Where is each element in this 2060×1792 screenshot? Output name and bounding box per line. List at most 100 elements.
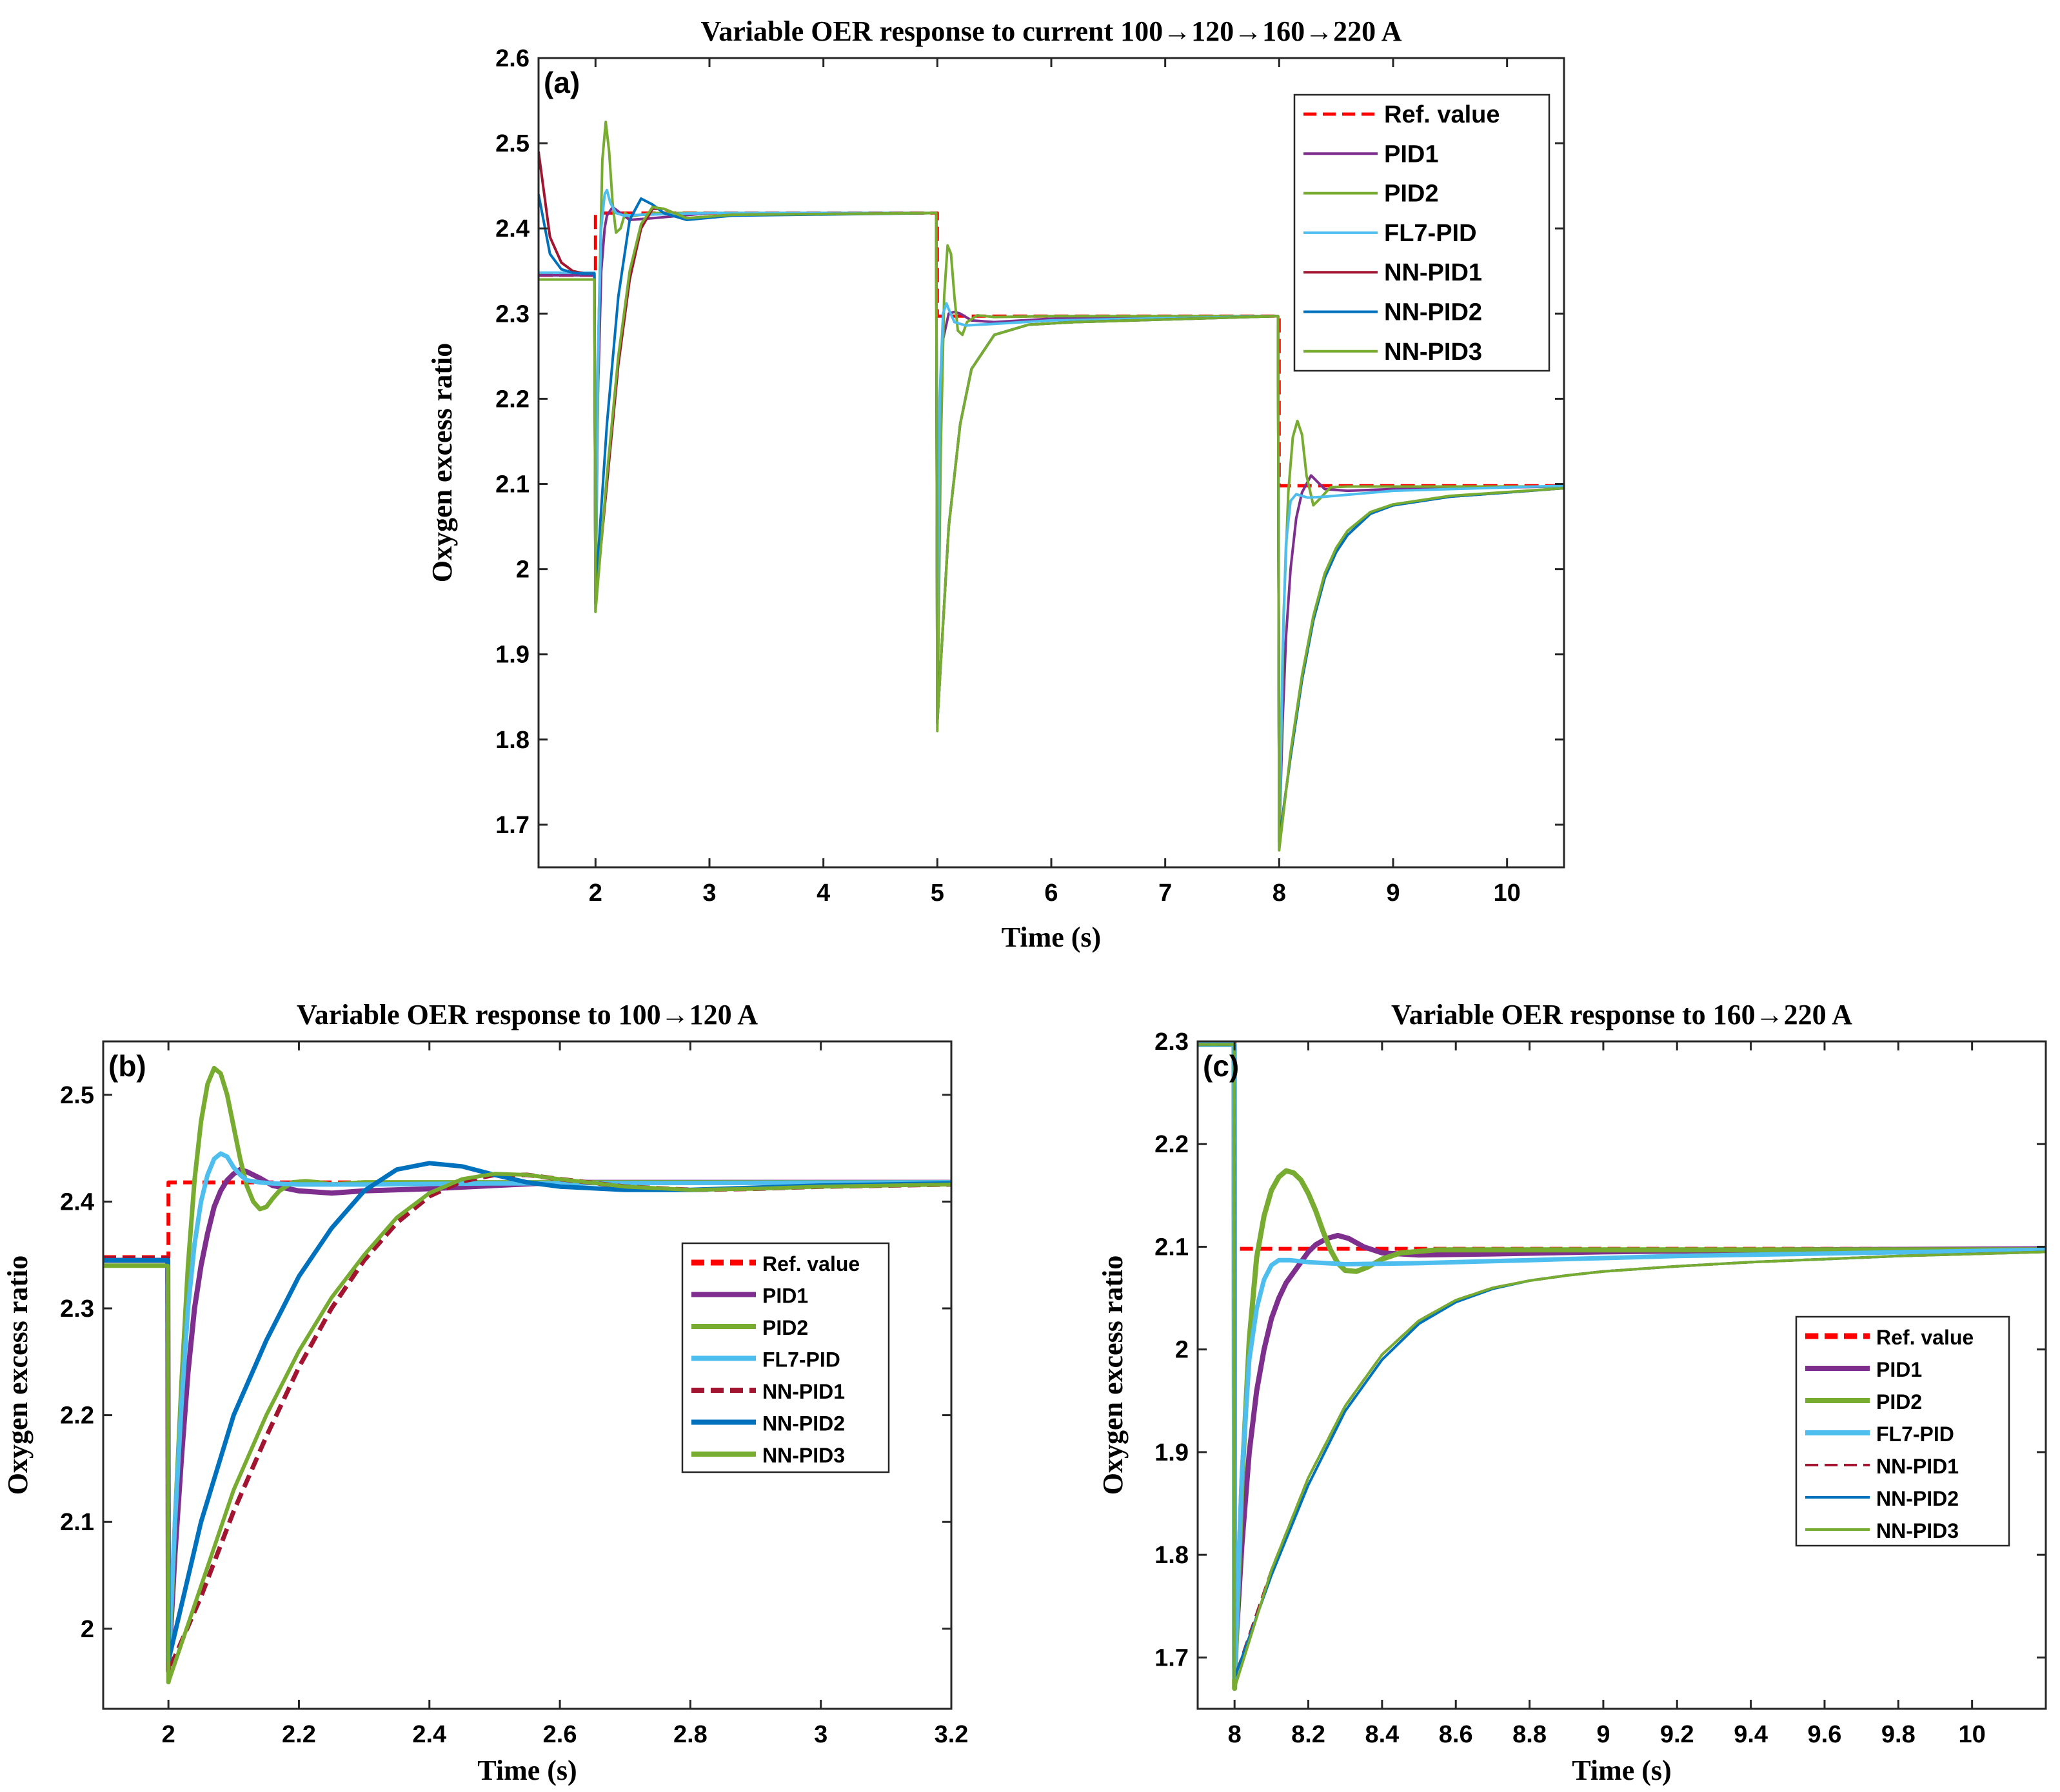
x-tick-label: 9.2 xyxy=(1660,1721,1694,1748)
axes-box-c xyxy=(1196,1040,2047,1710)
y-tick-label: 2.6 xyxy=(495,45,530,72)
y-tick-label: 1.7 xyxy=(495,812,530,839)
legend-entry-label: PID1 xyxy=(1876,1358,1922,1381)
x-tick-label: 2 xyxy=(162,1721,175,1748)
x-tick-label: 8 xyxy=(1273,880,1286,907)
x-axis-label: Time (s) xyxy=(1002,921,1101,953)
legend-entry-label: NN-PID2 xyxy=(1384,299,1482,326)
x-tick-label: 9.4 xyxy=(1734,1721,1768,1748)
x-tick-label: 4 xyxy=(817,880,830,907)
legend-entry-label: NN-PID1 xyxy=(762,1380,845,1403)
y-tick-label: 2.3 xyxy=(60,1295,94,1323)
y-tick-label: 1.9 xyxy=(1154,1439,1189,1466)
y-tick-label: 1.8 xyxy=(495,727,530,754)
legend-entry-label: NN-PID2 xyxy=(1876,1487,1959,1510)
chart-title: Variable OER response to 160→220 A xyxy=(1391,999,1852,1030)
legend-entry-label: FL7-PID xyxy=(762,1348,840,1372)
x-tick-label: 10 xyxy=(1959,1721,1986,1748)
y-tick-label: 1.9 xyxy=(495,642,530,669)
legend-entry-label: NN-PID3 xyxy=(1876,1519,1959,1542)
legend-entry-label: PID1 xyxy=(762,1285,808,1308)
x-tick-label: 9.8 xyxy=(1881,1721,1916,1748)
y-axis-label: Oxygen excess ratio xyxy=(426,343,458,582)
x-tick-label: 8.4 xyxy=(1365,1721,1399,1748)
legend-entry-label: Ref. value xyxy=(1384,101,1500,128)
x-tick-label: 3.2 xyxy=(935,1721,969,1748)
series-line-ref-value xyxy=(539,211,1564,487)
y-axis-label: Oxygen excess ratio xyxy=(1097,1255,1129,1495)
x-tick-label: 10 xyxy=(1494,880,1521,907)
x-tick-label: 8.6 xyxy=(1439,1721,1473,1748)
chart-title: Variable OER response to current 100→120… xyxy=(701,15,1402,47)
x-tick-label: 6 xyxy=(1044,880,1058,907)
legend-entry-label: Ref. value xyxy=(1876,1326,1974,1349)
y-tick-label: 2.2 xyxy=(60,1403,94,1430)
x-tick-label: 8.8 xyxy=(1512,1721,1547,1748)
y-tick-label: 2.5 xyxy=(60,1082,94,1109)
y-tick-label: 2.2 xyxy=(495,386,530,413)
series-line-fl7-pid xyxy=(539,188,1564,843)
x-tick-label: 2.6 xyxy=(543,1721,577,1748)
legend-entry-label: NN-PID1 xyxy=(1876,1455,1959,1478)
series-line-pid1 xyxy=(1198,1041,2046,1671)
chart-panel-b: 2 2.2 2.4 2.6 2.8 3 3.2 2 2.1 2.2 2.3 2.4 2.5 Variabl… xyxy=(2,999,968,1786)
legend-entry-label: PID2 xyxy=(762,1316,808,1339)
series-line-nn-pid3 xyxy=(1198,1043,2046,1690)
y-tick-label: 2.5 xyxy=(495,130,530,157)
x-axis-label: Time (s) xyxy=(477,1755,577,1786)
y-tick-label: 2.4 xyxy=(495,215,530,242)
legend-entry-label: PID2 xyxy=(1876,1390,1922,1413)
legend-entry-label: Ref. value xyxy=(762,1252,860,1275)
x-tick-label: 8 xyxy=(1228,1721,1242,1748)
series-group-c xyxy=(1198,1041,2046,1691)
chart-panel-a: 2 3 4 5 6 7 8 9 10 1.7 1.8 1.9 2 2.1 2.2 2.3 2.4 2.5 2.6 Va… xyxy=(426,15,1565,953)
y-axis-label: Oxygen excess ratio xyxy=(2,1255,34,1495)
y-tick-label: 2 xyxy=(516,556,530,584)
axes-box-b xyxy=(102,1040,953,1710)
y-tick-label: 1.7 xyxy=(1154,1644,1189,1671)
x-tick-label: 7 xyxy=(1158,880,1172,907)
legend-entry-label: NN-PID2 xyxy=(762,1412,845,1435)
series-line-fl7-pid xyxy=(103,1151,951,1663)
series-line-pid2 xyxy=(539,121,1564,852)
y-tick-label: 2.1 xyxy=(495,471,530,498)
legend-entry-label: FL7-PID xyxy=(1876,1423,1954,1446)
legend-b: Ref. value PID1 PID2 FL7-PID NN-PID1 NN-PID2 N… xyxy=(681,1242,890,1473)
y-tick-label: 2.1 xyxy=(1154,1234,1189,1261)
panel-label: (c) xyxy=(1203,1049,1239,1083)
series-line-fl7-pid xyxy=(1198,1042,2046,1680)
x-tick-label: 3 xyxy=(702,880,716,907)
x-tick-label: 3 xyxy=(814,1721,827,1748)
y-tick-label: 2.1 xyxy=(60,1509,94,1536)
y-tick-label: 2 xyxy=(81,1616,94,1643)
y-tick-label: 1.8 xyxy=(1154,1542,1189,1569)
legend-entry-label: PID2 xyxy=(1384,181,1438,208)
legend-entry-label: NN-PID1 xyxy=(1384,259,1482,286)
x-tick-label: 2.2 xyxy=(282,1721,316,1748)
legend-c: Ref. value PID1 PID2 FL7-PID NN-PID1 NN-PID2 N… xyxy=(1795,1315,2010,1547)
y-tick-label: 2.4 xyxy=(60,1188,94,1216)
series-line-pid1 xyxy=(103,1167,951,1674)
series-group-b xyxy=(103,1065,951,1685)
chart-title: Variable OER response to 100→120 A xyxy=(297,999,758,1030)
x-tick-label: 8.2 xyxy=(1291,1721,1325,1748)
legend-entry-label: PID1 xyxy=(1384,141,1438,168)
series-line-nn-pid3 xyxy=(539,206,1564,852)
panel-label: (a) xyxy=(544,66,580,99)
x-tick-label: 2.4 xyxy=(412,1721,446,1748)
legend-entry-label: NN-PID3 xyxy=(1384,339,1482,366)
x-tick-label: 9.6 xyxy=(1808,1721,1842,1748)
panel-label: (b) xyxy=(108,1049,146,1083)
y-tick-label: 2.3 xyxy=(495,300,530,328)
x-tick-label: 5 xyxy=(931,880,944,907)
y-tick-label: 2 xyxy=(1175,1337,1189,1364)
y-tick-label: 2.3 xyxy=(1154,1029,1189,1056)
series-group-a xyxy=(539,121,1564,852)
legend-a: Ref. value PID1 PID2 FL7-PID NN-PID1 NN-PID2 N… xyxy=(1293,94,1550,372)
x-tick-label: 9 xyxy=(1596,1721,1610,1748)
x-tick-label: 2 xyxy=(589,880,602,907)
chart-panel-c: 8 8.2 8.4 8.6 8.8 9 9.2 9.4 9.6 9.8 10 1.7 1.8 1.9 2 2.… xyxy=(1097,999,2047,1786)
x-tick-label: 2.8 xyxy=(673,1721,708,1748)
y-tick-label: 2.2 xyxy=(1154,1131,1189,1158)
